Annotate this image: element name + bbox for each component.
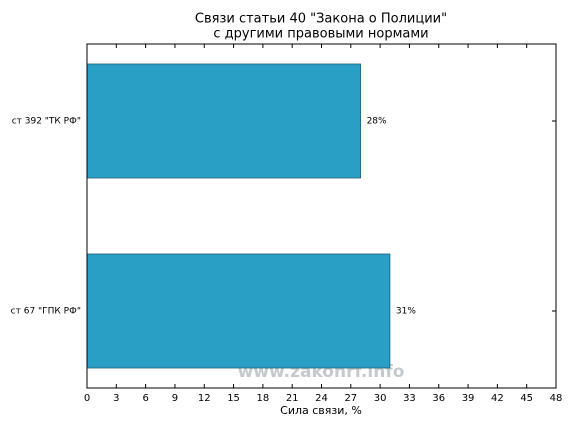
plot-frame [86,43,557,389]
x-tick-label: 12 [198,393,211,404]
x-tick-label: 18 [257,393,270,404]
x-tick-label: 21 [286,393,299,404]
x-axis-label: Сила связи, % [280,404,362,417]
chart-title: Связи статьи 40 "Закона о Полиции" [195,12,447,27]
x-tick-label: 45 [520,393,533,404]
x-tick-label: 3 [113,393,119,404]
x-tick-label: 42 [491,393,504,404]
x-tick-label: 39 [462,393,475,404]
x-tick-label: 0 [84,393,90,404]
x-tick-label: 6 [142,393,148,404]
bar [86,63,361,179]
x-tick-label: 27 [344,393,357,404]
bar [86,253,391,369]
x-tick-label: 9 [172,393,178,404]
x-tick-label: 36 [432,393,445,404]
y-tick-label: ст 67 "ГПК РФ" [11,307,81,317]
y-tick-label: ст 392 "ТК РФ" [12,117,81,127]
value-label: 28% [367,117,387,127]
x-tick-label: 24 [315,393,328,404]
chart-title: с другими правовыми нормами [213,27,428,42]
x-tick-label: 30 [374,393,387,404]
x-tick-label: 48 [550,393,563,404]
x-tick-label: 15 [227,393,240,404]
x-tick-label: 33 [403,393,416,404]
value-label: 31% [396,307,416,317]
